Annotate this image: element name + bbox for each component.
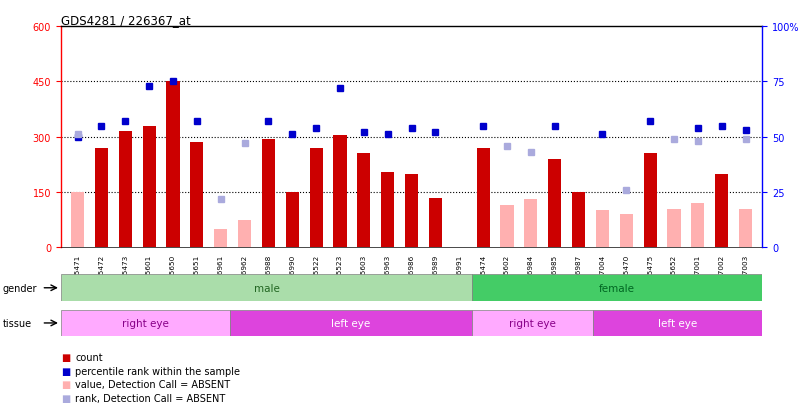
- Bar: [596, 211, 609, 248]
- Bar: [238, 220, 251, 248]
- Text: left eye: left eye: [658, 318, 697, 328]
- Text: male: male: [254, 283, 279, 293]
- Text: ■: ■: [61, 366, 70, 376]
- Bar: [118, 132, 132, 248]
- Text: gender: gender: [2, 283, 37, 293]
- Bar: [166, 82, 179, 248]
- Bar: [525, 200, 538, 248]
- Bar: [405, 174, 418, 248]
- Bar: [472, 275, 762, 301]
- Bar: [477, 148, 490, 248]
- Bar: [61, 275, 472, 301]
- Bar: [548, 159, 561, 248]
- Text: value, Detection Call = ABSENT: value, Detection Call = ABSENT: [75, 380, 230, 389]
- Text: right eye: right eye: [122, 318, 169, 328]
- Bar: [429, 198, 442, 248]
- Bar: [593, 310, 762, 337]
- Bar: [572, 192, 586, 248]
- Bar: [715, 174, 728, 248]
- Bar: [620, 215, 633, 248]
- Bar: [262, 140, 275, 248]
- Bar: [71, 192, 84, 248]
- Bar: [691, 204, 705, 248]
- Bar: [61, 310, 230, 337]
- Text: left eye: left eye: [332, 318, 371, 328]
- Bar: [310, 148, 323, 248]
- Bar: [472, 310, 593, 337]
- Text: ■: ■: [61, 352, 70, 362]
- Text: right eye: right eye: [509, 318, 556, 328]
- Text: tissue: tissue: [2, 318, 32, 328]
- Bar: [230, 310, 472, 337]
- Text: percentile rank within the sample: percentile rank within the sample: [75, 366, 240, 376]
- Bar: [143, 126, 156, 248]
- Text: female: female: [599, 283, 635, 293]
- Bar: [191, 143, 204, 248]
- Bar: [95, 148, 108, 248]
- Bar: [333, 135, 346, 248]
- Bar: [644, 154, 657, 248]
- Bar: [285, 192, 298, 248]
- Text: count: count: [75, 352, 103, 362]
- Text: GDS4281 / 226367_at: GDS4281 / 226367_at: [61, 14, 191, 27]
- Bar: [381, 172, 394, 248]
- Bar: [500, 205, 513, 248]
- Text: ■: ■: [61, 380, 70, 389]
- Text: rank, Detection Call = ABSENT: rank, Detection Call = ABSENT: [75, 393, 225, 403]
- Text: ■: ■: [61, 393, 70, 403]
- Bar: [214, 229, 227, 248]
- Bar: [358, 154, 371, 248]
- Bar: [667, 209, 680, 248]
- Bar: [739, 209, 752, 248]
